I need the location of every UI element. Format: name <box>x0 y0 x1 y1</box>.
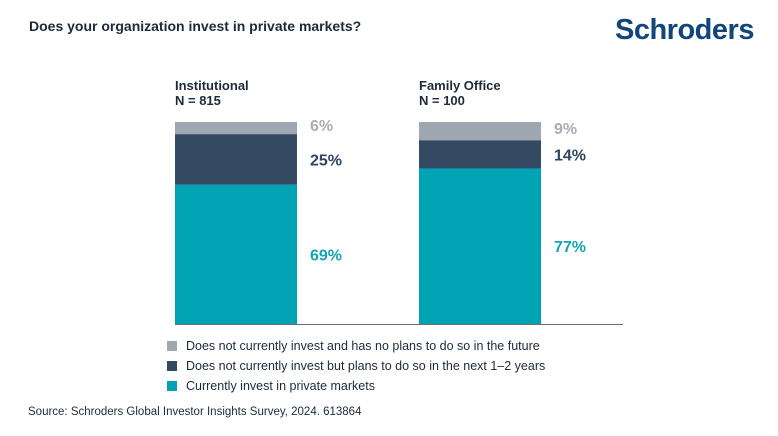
legend-label: Does not currently invest but plans to d… <box>186 359 546 373</box>
bar-no_plans <box>419 122 541 141</box>
legend-label: Currently invest in private markets <box>186 379 375 393</box>
legend-item-invest: Currently invest in private markets <box>167 376 545 396</box>
group-name: Family Office <box>419 78 501 93</box>
group-label-family-office: Family Office N = 100 <box>419 78 501 108</box>
group-n: N = 815 <box>175 93 221 108</box>
data-label: 6% <box>310 118 333 135</box>
group-name: Institutional <box>175 78 249 93</box>
legend-swatch <box>167 341 177 351</box>
bar-plans <box>175 134 297 185</box>
legend-item-no_plans: Does not currently invest and has no pla… <box>167 336 545 356</box>
legend-swatch <box>167 381 177 391</box>
data-label: 69% <box>310 247 342 264</box>
data-label: 77% <box>554 239 586 256</box>
chart-title: Does your organization invest in private… <box>29 18 362 34</box>
bar-invest <box>175 184 297 324</box>
data-label: 9% <box>554 121 577 138</box>
bar-invest <box>419 168 541 324</box>
group-label-institutional: Institutional N = 815 <box>175 78 249 108</box>
data-label: 14% <box>554 147 586 164</box>
bar-plans <box>419 140 541 169</box>
schroders-logo: Schroders <box>615 14 754 46</box>
legend-item-plans: Does not currently invest but plans to d… <box>167 356 545 376</box>
group-n: N = 100 <box>419 93 465 108</box>
source-note: Source: Schroders Global Investor Insigh… <box>28 406 362 418</box>
bar-no_plans <box>175 122 297 135</box>
legend-swatch <box>167 361 177 371</box>
data-label: 25% <box>310 152 342 169</box>
legend-label: Does not currently invest and has no pla… <box>186 339 540 353</box>
legend: Does not currently invest and has no pla… <box>167 336 545 396</box>
